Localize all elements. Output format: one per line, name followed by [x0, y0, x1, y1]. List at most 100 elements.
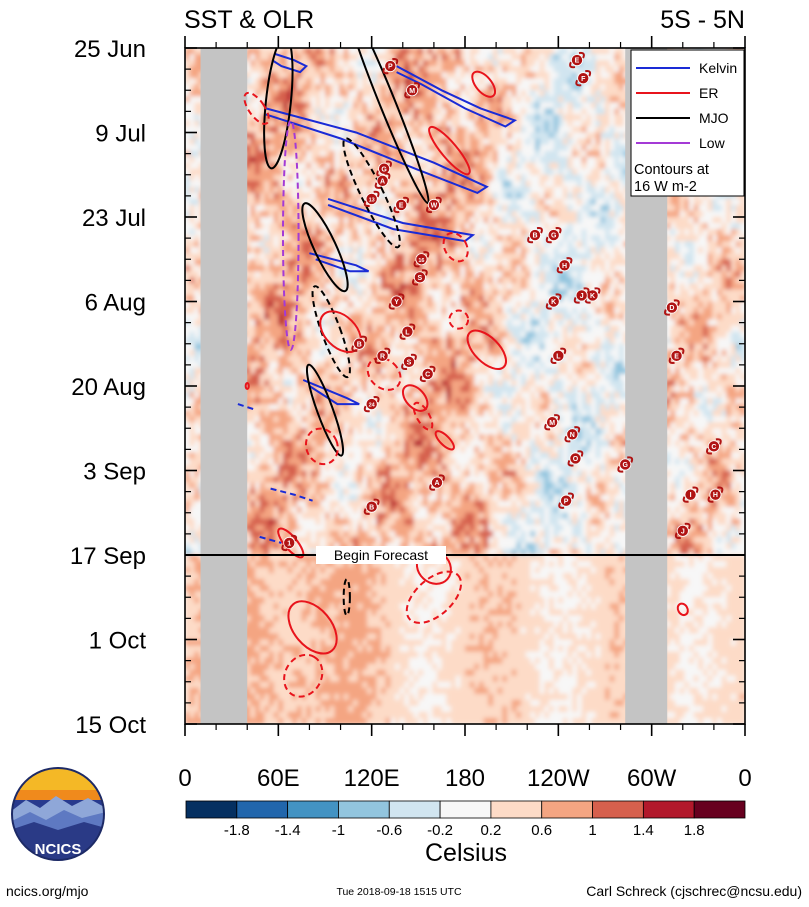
contour-er-34	[676, 602, 689, 617]
storm-marker-21: B	[351, 335, 368, 352]
legend: Kelvin ER MJO Low Contours at 16 W m-2	[630, 49, 745, 197]
storm-label: K	[590, 293, 595, 300]
storm-marker-1: P	[382, 57, 399, 75]
colorbar-bin-2	[236, 800, 289, 819]
storm-marker-22: R	[374, 347, 391, 364]
storm-label: F	[581, 76, 586, 83]
colorbar-tick-1: -1.8	[224, 822, 250, 839]
colorbar-tick-6: 0.2	[480, 822, 501, 839]
storm-label: W	[431, 203, 438, 210]
colorbar-tick-7: 0.6	[531, 822, 552, 839]
contour-mjo-15	[305, 363, 345, 457]
colorbar-tick-5: -0.2	[427, 822, 453, 839]
legend-box	[630, 49, 745, 197]
land-band-1	[200, 48, 248, 724]
storm-marker-30: O	[567, 450, 584, 467]
storm-marker-34: B	[363, 498, 380, 515]
storm-label: 24	[369, 403, 376, 409]
colorbar: -1.8 -1.4 -1 -0.6 -0.2 0.2 0.6 1 1.4 1.8	[185, 800, 746, 839]
contour-er-31	[405, 570, 463, 624]
colorbar-tick-10: 1.8	[684, 822, 705, 839]
storm-label: A	[380, 178, 385, 185]
footer-author: Carl Schreck (cjschrec@ncsu.edu)	[586, 883, 802, 899]
y-tick-label-8: 1 Oct	[89, 628, 147, 655]
contour-kelvin-5	[309, 252, 370, 273]
storm-marker-6: A	[374, 172, 391, 189]
contour-kelvin-3	[265, 107, 489, 195]
legend-label-er: ER	[699, 85, 718, 101]
storm-label: L	[405, 329, 410, 336]
storm-label: K	[551, 299, 556, 306]
y-tick-label-5: 20 Aug	[71, 374, 146, 401]
colorbar-bin-4	[338, 800, 390, 819]
footer-site: ncics.org/mjo	[6, 883, 89, 899]
storm-marker-3: F	[575, 70, 592, 87]
colorbar-bin-9	[592, 800, 644, 819]
contour-er-32	[287, 600, 338, 655]
contour-mjo-10	[263, 48, 294, 170]
storm-label: B	[357, 341, 362, 348]
colorbar-tick-3: -1	[332, 822, 345, 839]
contour-er-23	[366, 356, 402, 391]
colorbar-bin-11	[693, 800, 746, 819]
storm-marker-33: A	[429, 474, 445, 491]
storm-marker-29: N	[564, 426, 581, 443]
contour-er-17	[243, 91, 270, 125]
storm-marker-25: E	[668, 347, 685, 364]
y-tick-label-2: 9 Jul	[95, 121, 146, 148]
y-tick-label-1: 25 Jun	[74, 36, 146, 63]
x-tick-label-5: 120W	[527, 765, 590, 792]
storm-marker-35: P	[558, 492, 574, 509]
storm-label: 16	[418, 258, 424, 264]
storm-marker-39: 1	[281, 534, 298, 552]
colorbar-bin-5	[388, 800, 441, 819]
storm-label: P	[388, 64, 393, 71]
colorbar-tick-2: -1.4	[275, 822, 301, 839]
storm-label: M	[409, 88, 415, 95]
storm-label: S	[407, 359, 412, 366]
storm-label: S	[418, 275, 423, 282]
storm-marker-10: B	[527, 226, 543, 244]
contour-er-21	[448, 309, 470, 330]
chart-title: SST & OLR	[184, 6, 314, 34]
contour-low-36	[282, 119, 300, 351]
storm-label: 1	[287, 541, 291, 548]
footer-timestamp: Tue 2018-09-18 1515 UTC	[336, 886, 462, 898]
storm-marker-14: H	[556, 257, 573, 274]
storm-marker-31: G	[617, 456, 634, 473]
storm-marker-27: 24	[363, 395, 380, 413]
storm-marker-11: G	[545, 226, 562, 244]
storm-label: G	[551, 233, 557, 240]
legend-note-1: Contours at	[634, 162, 709, 178]
storm-marker-37: H	[707, 486, 724, 503]
x-tick-label-7: 0	[738, 765, 751, 792]
colorbar-tick-9: 1.4	[633, 822, 654, 839]
forecast-label: Begin Forecast	[334, 547, 428, 563]
storm-label: G	[622, 462, 628, 469]
contour-kelvin-7	[237, 403, 257, 412]
colorbar-bin-3	[287, 800, 339, 819]
storm-label: E	[674, 353, 679, 360]
contour-kelvin-4	[327, 197, 476, 243]
storm-label: E	[399, 203, 404, 210]
y-tick-label-3: 23 Jul	[82, 205, 146, 232]
storm-label: J	[681, 528, 685, 535]
storm-label: G	[381, 166, 387, 173]
colorbar-bin-1	[185, 800, 238, 819]
storm-marker-36: I	[682, 486, 699, 503]
storm-label: B	[369, 504, 374, 511]
storm-marker-32: C	[706, 438, 722, 455]
contour-kelvin-8	[270, 487, 313, 502]
x-tick-label-1: 0	[178, 765, 191, 792]
olr-contours	[237, 48, 689, 698]
chart-region: 5S - 5N	[660, 6, 745, 34]
storm-marker-24: L	[550, 347, 567, 364]
contour-kelvin-1	[271, 53, 309, 74]
legend-label-kelvin: Kelvin	[699, 60, 737, 76]
contour-er-33	[283, 653, 324, 698]
storm-label: 13	[369, 197, 375, 203]
y-tick-label-7: 17 Sep	[70, 543, 146, 570]
storm-marker-17: K	[545, 293, 562, 310]
colorbar-bin-10	[642, 800, 695, 819]
